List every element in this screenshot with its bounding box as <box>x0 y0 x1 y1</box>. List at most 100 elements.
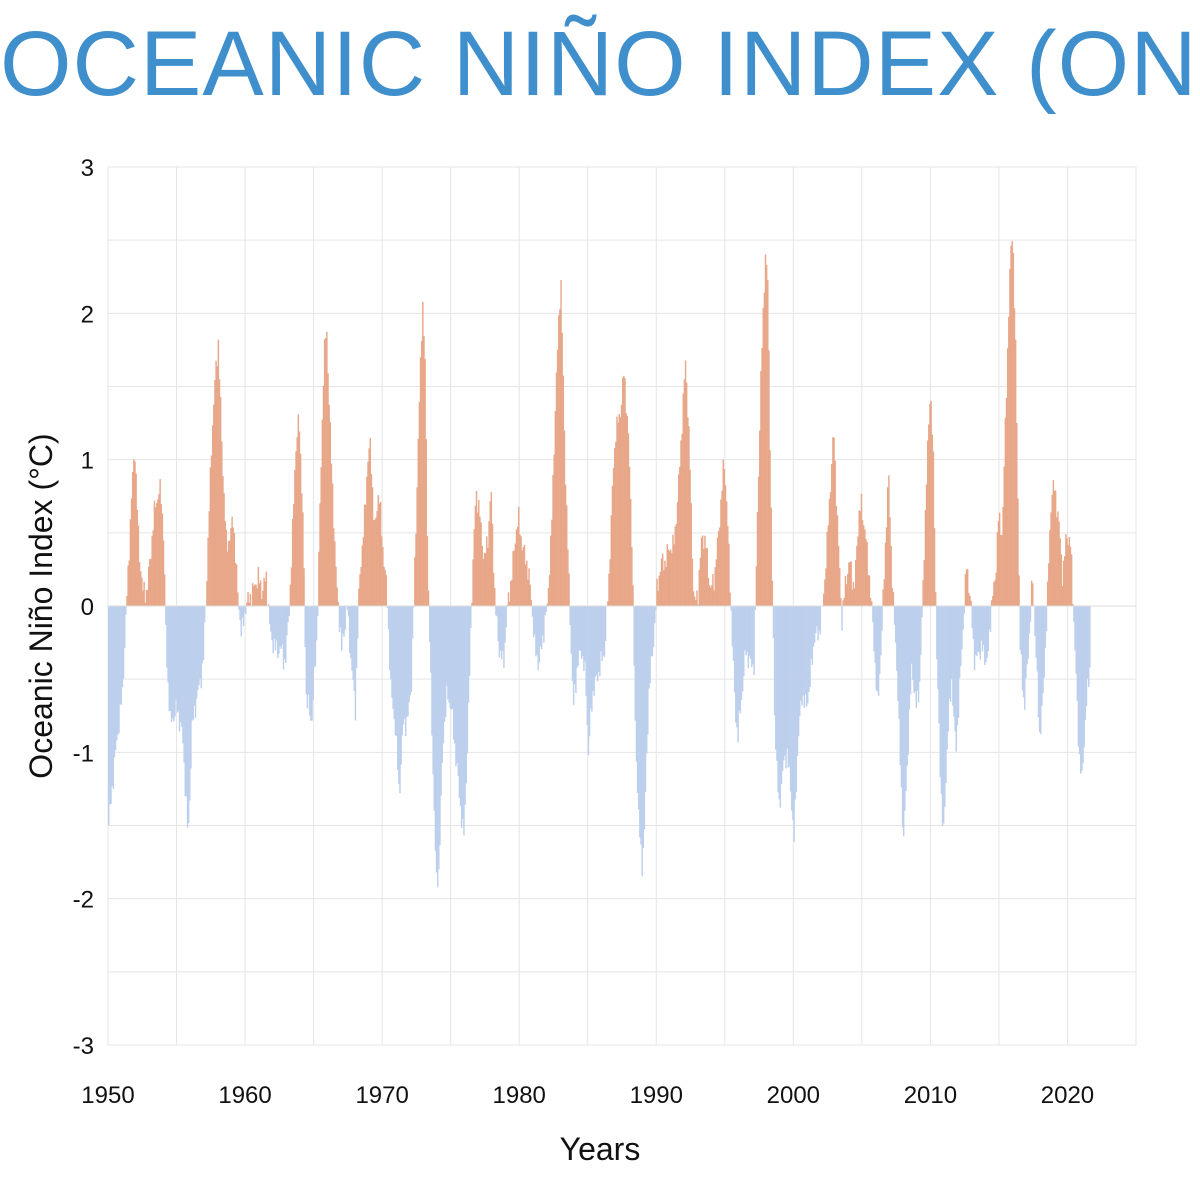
oni-bar <box>286 606 288 636</box>
oni-bar <box>610 515 613 606</box>
oni-bar <box>189 606 191 801</box>
oni-bar <box>761 348 763 606</box>
oni-bar <box>532 606 535 638</box>
oni-bar <box>753 606 755 676</box>
oni-bar <box>468 606 471 676</box>
oni-bar <box>392 606 394 710</box>
oni-bar <box>712 574 714 606</box>
oni-bar <box>888 475 890 606</box>
oni-bar <box>1081 606 1083 771</box>
oni-bar <box>989 606 992 633</box>
oni-bar <box>1049 530 1051 606</box>
oni-bar <box>936 606 938 660</box>
oni-bar <box>337 601 340 606</box>
oni-bar <box>518 506 520 606</box>
oni-bar <box>925 484 928 606</box>
oni-bar <box>922 580 924 606</box>
oni-bar <box>313 606 316 668</box>
oni-bar <box>900 606 903 788</box>
oni-bar <box>159 479 161 606</box>
oni-bar <box>866 542 868 606</box>
oni-bar <box>885 527 888 606</box>
y-axis-ticks: -3 -2 -1 0 1 2 3 <box>73 155 94 1060</box>
oni-bar <box>1051 494 1053 606</box>
oni-bar <box>978 606 980 653</box>
oni-bar <box>362 537 365 606</box>
oni-bar <box>819 606 822 635</box>
oni-bar <box>877 606 880 696</box>
oni-bar <box>893 606 896 625</box>
oni-bar <box>957 606 960 718</box>
oni-bar <box>647 606 649 735</box>
oni-bar <box>544 606 546 615</box>
oni-bar <box>651 606 654 657</box>
oni-bar <box>675 524 678 606</box>
oni-bar <box>769 450 771 606</box>
oni-bar <box>639 606 641 838</box>
oni-bar <box>932 451 935 606</box>
oni-bar <box>656 578 658 606</box>
oni-bar <box>795 606 798 793</box>
x-tick-label: 1980 <box>493 1082 546 1109</box>
oni-bar <box>632 585 634 606</box>
oni-bar <box>578 606 581 651</box>
oni-bar <box>241 606 244 618</box>
oni-bar <box>941 606 944 827</box>
oni-bar <box>384 569 386 606</box>
oni-bar <box>835 505 838 606</box>
oni-bar <box>443 606 446 722</box>
oni-bar <box>970 600 972 606</box>
oni-bar <box>280 606 282 649</box>
oni-bar <box>837 545 840 606</box>
oni-bar <box>169 606 172 711</box>
oni-bar <box>845 584 848 606</box>
oni-bar <box>503 606 505 668</box>
oni-bar <box>596 606 599 682</box>
oni-bar <box>703 549 705 606</box>
oni-bar <box>374 519 376 606</box>
oni-bar <box>636 606 639 794</box>
oni-bar <box>744 606 746 651</box>
oni-bar <box>507 592 510 606</box>
oni-bar <box>1018 575 1020 606</box>
oni-bar <box>322 385 325 606</box>
oni-bar <box>953 606 955 717</box>
oni-bar <box>546 603 549 606</box>
oni-bar <box>247 591 249 606</box>
oni-bar <box>728 543 730 606</box>
oni-bar <box>681 433 683 606</box>
oni-bar <box>1044 606 1047 648</box>
oni-bar <box>679 466 681 606</box>
oni-bar <box>489 501 491 606</box>
oni-bar <box>886 487 889 606</box>
oni-bar <box>799 606 801 717</box>
oni-bar <box>931 434 933 606</box>
oni-bar <box>312 606 314 700</box>
oni-bar <box>230 528 232 606</box>
oni-bar <box>474 505 477 606</box>
oni-bar <box>141 577 143 606</box>
oni-bar <box>904 606 906 811</box>
x-tick-label: 1960 <box>218 1082 271 1109</box>
oni-bar <box>907 606 909 755</box>
y-axis-label: Oceanic Niño Index (°C) <box>23 433 59 778</box>
oni-bar <box>504 606 506 643</box>
oni-bar <box>129 519 132 606</box>
oni-bar <box>979 606 981 660</box>
oni-bar <box>359 574 361 606</box>
oni-bar <box>996 532 999 606</box>
oni-bar <box>1057 511 1059 606</box>
oni-bar <box>748 606 751 657</box>
oni-bar <box>779 606 782 808</box>
oni-bar <box>788 606 791 767</box>
oni-bar <box>583 606 585 671</box>
oni-bar <box>659 571 662 606</box>
oni-bar <box>1089 606 1091 668</box>
oni-bar <box>611 485 614 606</box>
oni-bar <box>310 606 312 721</box>
oni-bar <box>206 581 208 606</box>
oni-bar <box>634 606 637 721</box>
oni-bar <box>688 426 690 606</box>
oni-bar <box>777 606 779 793</box>
